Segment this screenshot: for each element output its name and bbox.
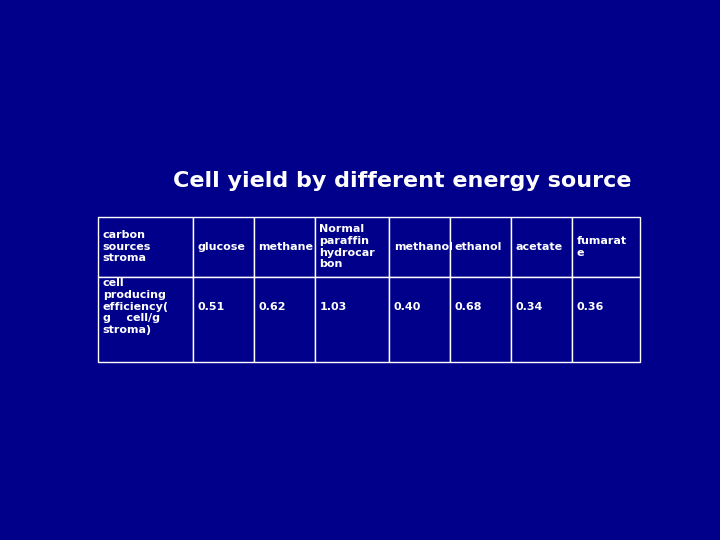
Bar	[450, 217, 511, 277]
Bar	[315, 277, 390, 362]
Text: acetate: acetate	[516, 242, 562, 252]
Bar	[390, 277, 450, 362]
Bar	[254, 217, 315, 277]
Text: carbon
sources
stroma: carbon sources stroma	[103, 230, 151, 264]
Text: fumarat
e: fumarat e	[577, 236, 626, 258]
Bar	[390, 217, 450, 277]
Bar	[450, 277, 511, 362]
Text: 0.51: 0.51	[197, 302, 225, 312]
Text: Normal
paraffin
hydrocar
bon: Normal paraffin hydrocar bon	[320, 224, 375, 269]
Bar	[193, 217, 254, 277]
Bar	[99, 217, 193, 277]
Text: 0.34: 0.34	[516, 302, 543, 312]
Bar	[99, 277, 193, 362]
Bar	[572, 277, 639, 362]
Text: 0.62: 0.62	[258, 302, 286, 312]
Text: methane: methane	[258, 242, 313, 252]
Text: ethanol: ethanol	[454, 242, 502, 252]
Text: 0.68: 0.68	[454, 302, 482, 312]
Text: cell
producing
efficiency(
g    cell/g
stroma): cell producing efficiency( g cell/g stro…	[103, 279, 168, 335]
Text: 1.03: 1.03	[320, 302, 346, 312]
Text: glucose: glucose	[197, 242, 246, 252]
Bar	[511, 277, 572, 362]
Text: 0.36: 0.36	[577, 302, 604, 312]
Text: 0.40: 0.40	[394, 302, 421, 312]
Bar	[315, 217, 390, 277]
Bar	[193, 277, 254, 362]
Bar	[511, 217, 572, 277]
Text: Cell yield by different energy source: Cell yield by different energy source	[174, 171, 631, 191]
Text: methanol: methanol	[394, 242, 453, 252]
Bar	[254, 277, 315, 362]
Bar	[572, 217, 639, 277]
